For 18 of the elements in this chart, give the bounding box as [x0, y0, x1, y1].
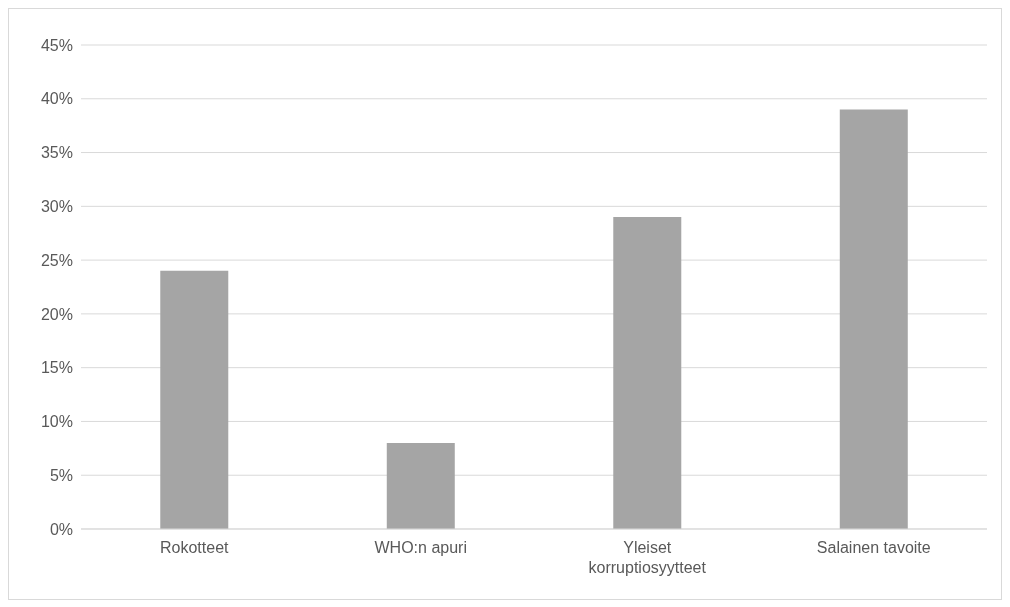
y-tick-label: 40%: [40, 90, 73, 108]
y-tick-label: 30%: [40, 198, 73, 216]
x-tick-label: WHO:n apuri: [374, 539, 467, 556]
y-tick-label: 20%: [40, 305, 73, 323]
y-tick-label: 0%: [49, 520, 73, 538]
y-tick-label: 15%: [40, 359, 73, 377]
bar: [386, 442, 455, 529]
x-tick-label: Rokotteet: [160, 539, 230, 556]
y-tick-label: 25%: [40, 251, 73, 269]
y-tick-label: 45%: [40, 36, 73, 54]
bar: [160, 270, 229, 529]
y-tick-label: 35%: [40, 144, 73, 162]
y-tick-label: 10%: [40, 413, 73, 431]
x-tick-label: Salainen tavoite: [816, 539, 931, 556]
bar: [613, 217, 682, 529]
bar: [839, 109, 908, 529]
x-tick-label: Yleiset korruptiosyytteet: [588, 539, 707, 576]
y-tick-label: 5%: [49, 466, 73, 484]
